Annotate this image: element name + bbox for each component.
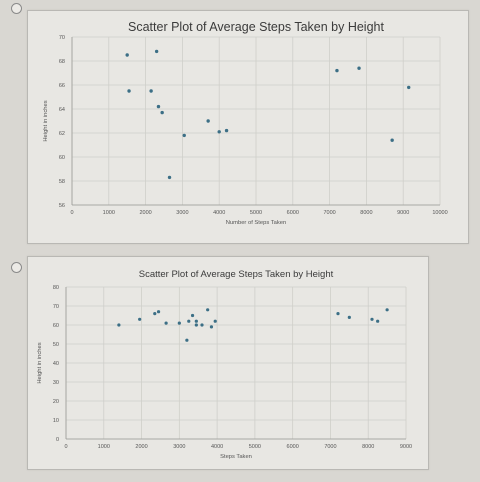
data-point bbox=[336, 312, 340, 316]
y-tick-label: 20 bbox=[53, 399, 59, 405]
answer-option-1-chart-card: Scatter Plot of Average Steps Taken by H… bbox=[27, 10, 469, 244]
data-point bbox=[357, 66, 361, 70]
scatter-chart-1: Scatter Plot of Average Steps Taken by H… bbox=[43, 20, 448, 226]
y-tick-label: 62 bbox=[59, 131, 65, 137]
x-tick-label: 5000 bbox=[249, 444, 261, 450]
data-point bbox=[347, 315, 351, 319]
data-point bbox=[160, 110, 164, 115]
data-point bbox=[335, 68, 339, 73]
data-point bbox=[167, 175, 172, 180]
x-tick-label: 4000 bbox=[213, 210, 225, 216]
y-tick-label: 50 bbox=[53, 342, 59, 348]
x-tick-label: 4000 bbox=[211, 444, 223, 450]
y-tick-label: 30 bbox=[53, 380, 59, 386]
chart-title: Scatter Plot of Average Steps Taken by H… bbox=[128, 20, 384, 34]
chart-title: Scatter Plot of Average Steps Taken by H… bbox=[139, 269, 334, 280]
answer-option-2-radio[interactable] bbox=[11, 262, 22, 273]
x-tick-label: 9000 bbox=[397, 210, 409, 216]
data-point bbox=[164, 321, 168, 325]
x-tick-label: 7000 bbox=[324, 444, 336, 450]
x-tick-label: 10000 bbox=[432, 210, 447, 216]
data-point bbox=[224, 128, 229, 133]
x-tick-label: 3000 bbox=[173, 444, 185, 450]
x-tick-label: 2000 bbox=[139, 210, 151, 216]
data-point bbox=[190, 313, 195, 318]
y-tick-label: 58 bbox=[59, 179, 65, 185]
x-tick-label: 6000 bbox=[287, 444, 299, 450]
answer-option-2-chart-card: Scatter Plot of Average Steps Taken by H… bbox=[27, 256, 429, 470]
data-point bbox=[117, 323, 121, 327]
data-point bbox=[194, 319, 198, 323]
data-point bbox=[209, 325, 214, 329]
x-tick-label: 0 bbox=[70, 210, 73, 216]
data-point bbox=[194, 323, 198, 327]
data-point bbox=[138, 317, 142, 321]
data-point bbox=[127, 89, 131, 93]
y-tick-label: 70 bbox=[59, 35, 65, 41]
x-tick-label: 8000 bbox=[360, 210, 372, 216]
x-tick-label: 0 bbox=[64, 444, 67, 450]
y-tick-label: 80 bbox=[53, 285, 59, 291]
data-point bbox=[385, 308, 389, 312]
x-tick-label: 1000 bbox=[103, 210, 115, 216]
y-tick-label: 70 bbox=[53, 304, 59, 310]
scatter-chart-2: Scatter Plot of Average Steps Taken by H… bbox=[37, 269, 412, 460]
data-point bbox=[206, 119, 210, 123]
y-tick-label: 10 bbox=[53, 418, 59, 424]
y-tick-label: 40 bbox=[53, 361, 59, 367]
data-point bbox=[217, 130, 221, 134]
y-tick-label: 68 bbox=[59, 59, 65, 65]
y-axis-label: Height in inches bbox=[43, 100, 49, 141]
data-point bbox=[149, 89, 153, 93]
x-tick-label: 8000 bbox=[362, 444, 374, 450]
x-axis-label: Number of Steps Taken bbox=[226, 220, 286, 226]
data-point bbox=[177, 321, 181, 325]
data-point bbox=[187, 319, 191, 323]
data-point bbox=[407, 85, 411, 90]
data-point bbox=[156, 104, 161, 109]
data-point bbox=[370, 317, 374, 321]
y-tick-label: 56 bbox=[59, 203, 65, 209]
x-tick-label: 1000 bbox=[98, 444, 110, 450]
answer-option-1-radio[interactable] bbox=[11, 3, 22, 14]
y-tick-label: 60 bbox=[59, 155, 65, 161]
x-tick-label: 7000 bbox=[323, 210, 335, 216]
y-axis-label: Height in inches bbox=[37, 342, 43, 383]
data-point bbox=[206, 308, 210, 312]
x-tick-label: 9000 bbox=[400, 444, 412, 450]
data-point bbox=[213, 319, 217, 323]
data-point bbox=[185, 338, 189, 342]
x-tick-label: 5000 bbox=[250, 210, 262, 216]
x-tick-label: 2000 bbox=[135, 444, 147, 450]
data-point bbox=[154, 49, 159, 54]
y-tick-label: 0 bbox=[56, 437, 59, 443]
y-tick-label: 66 bbox=[59, 83, 65, 89]
x-tick-label: 3000 bbox=[176, 210, 188, 216]
data-point bbox=[390, 138, 394, 142]
y-tick-label: 64 bbox=[59, 107, 65, 113]
data-point bbox=[182, 133, 186, 138]
data-point bbox=[125, 53, 129, 57]
data-point bbox=[156, 310, 161, 314]
x-axis-label: Steps Taken bbox=[220, 454, 252, 460]
data-point bbox=[200, 323, 204, 327]
data-point bbox=[376, 319, 380, 323]
y-tick-label: 60 bbox=[53, 323, 59, 329]
x-tick-label: 6000 bbox=[287, 210, 299, 216]
data-point bbox=[153, 312, 157, 316]
